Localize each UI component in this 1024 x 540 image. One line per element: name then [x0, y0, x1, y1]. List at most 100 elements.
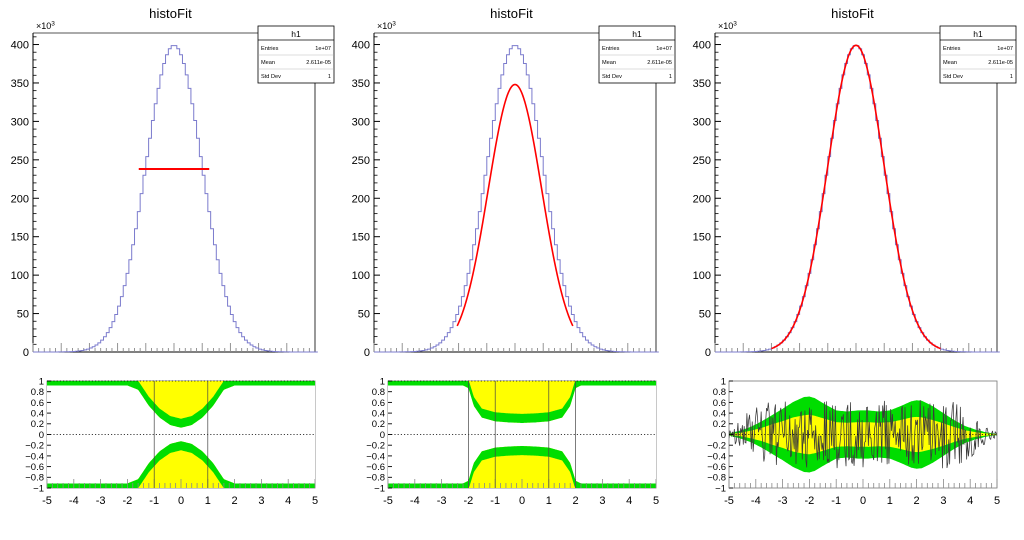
- histogram-curve: [33, 45, 318, 353]
- y-axis-exponent: ×103: [377, 21, 396, 32]
- histogram-curve: [374, 45, 659, 353]
- lower-y-ticklabel: −0.4: [25, 451, 44, 462]
- lower-x-ticklabel: -5: [42, 495, 52, 507]
- panel-right: histoFit ×103 0 50 100 150 200 250 300 350 400 h1 En…: [682, 0, 1023, 540]
- upper-y-ticklabel: 250: [352, 155, 370, 167]
- stats-row-label: Std Dev: [261, 74, 281, 80]
- lower-y-ticklabel: 1: [380, 376, 385, 387]
- lower-y-ticklabel: −1: [374, 483, 385, 494]
- upper-y-ticklabel: 200: [693, 193, 711, 205]
- lower-x-ticklabel: -3: [778, 495, 788, 507]
- lower-x-ticklabel: -1: [490, 495, 500, 507]
- upper-y-ticklabel: 0: [705, 347, 711, 359]
- lower-x-ticklabel: 0: [178, 495, 184, 507]
- upper-y-ticklabel: 100: [352, 270, 370, 282]
- lower-y-ticklabel: 0.6: [31, 398, 44, 409]
- upper-y-ticklabel: 200: [11, 193, 29, 205]
- lower-y-ticklabel: 0.4: [372, 409, 385, 420]
- stats-row-label: Entries: [943, 46, 961, 52]
- lower-y-ticklabel: 0.2: [31, 419, 44, 430]
- upper-y-ticklabel: 50: [699, 309, 711, 321]
- lower-y-ticklabel: 0: [380, 430, 385, 441]
- lower-y-ticklabel: −0.6: [366, 462, 385, 473]
- band-interior-white: [388, 385, 656, 484]
- lower-x-ticklabel: -5: [724, 495, 734, 507]
- lower-x-ticklabel: -1: [831, 495, 841, 507]
- stats-row-label: Entries: [602, 46, 620, 52]
- lower-x-ticklabel: 2: [573, 495, 579, 507]
- panel-title: histoFit: [490, 6, 533, 21]
- lower-x-ticklabel: 0: [860, 495, 866, 507]
- stats-box-frame: [257, 25, 335, 84]
- lower-y-ticklabel: −0.8: [366, 473, 385, 484]
- stats-row-value: 2.611e-05: [306, 60, 331, 66]
- lower-x-ticklabel: -4: [751, 495, 761, 507]
- y-axis-exponent: ×103: [718, 21, 737, 32]
- stats-row-value: 2.611e-05: [647, 60, 672, 66]
- lower-x-ticklabel: -4: [410, 495, 420, 507]
- lower-plot: −1−0.8−0.6−0.4−0.200.20.40.60.81-5 -4 -3 -2…: [25, 376, 318, 507]
- confidence-bands: [388, 381, 656, 488]
- lower-y-ticklabel: −0.6: [707, 462, 726, 473]
- lower-x-ticklabel: -3: [96, 495, 106, 507]
- upper-y-ticklabel: 350: [352, 78, 370, 90]
- lower-x-ticklabel: 0: [519, 495, 525, 507]
- lower-y-ticklabel: 0: [721, 430, 726, 441]
- stats-box: h1 Entries 1e+07 Mean 2.611e-05 Std Dev 1: [939, 25, 1017, 84]
- lower-x-ticklabel: 3: [258, 495, 264, 507]
- stats-row-label: Mean: [943, 60, 957, 66]
- lower-y-ticklabel: 0.8: [31, 387, 44, 398]
- lower-y-ticklabel: 0.2: [713, 419, 726, 430]
- lower-x-ticklabel: -3: [437, 495, 447, 507]
- upper-y-ticklabel: 0: [364, 347, 370, 359]
- pull-series: [729, 400, 997, 469]
- fit-curve: [456, 83, 574, 327]
- lower-x-ticklabel: 2: [914, 495, 920, 507]
- upper-plot: ×103 0 50 100 150 200 250 300 350 400 h1 Entries 1e+…: [352, 21, 676, 359]
- band-2sigma-upper: [388, 381, 656, 423]
- upper-y-ticklabel: 350: [693, 78, 711, 90]
- stats-row-label: Entries: [261, 46, 279, 52]
- lower-y-ticklabel: 0.6: [713, 398, 726, 409]
- upper-y-ticklabel: 0: [23, 347, 29, 359]
- upper-y-ticklabel: 150: [693, 232, 711, 244]
- lower-x-ticklabel: 3: [940, 495, 946, 507]
- lower-x-ticklabel: 1: [887, 495, 893, 507]
- histogram-curve: [715, 45, 1000, 353]
- lower-y-ticklabel: −0.8: [707, 473, 726, 484]
- lower-plot: −1−0.8−0.6−0.4−0.200.20.40.60.81-5 -4 -3 -2…: [707, 376, 1000, 507]
- stats-row-label: Mean: [602, 60, 616, 66]
- lower-y-ticklabel: −0.6: [25, 462, 44, 473]
- upper-y-ticklabel: 250: [693, 155, 711, 167]
- lower-y-ticklabel: 0.2: [372, 419, 385, 430]
- upper-y-ticklabel: 50: [358, 309, 370, 321]
- lower-x-ticklabel: 4: [626, 495, 632, 507]
- lower-x-ticklabel: 1: [546, 495, 552, 507]
- lower-y-ticklabel: −0.8: [25, 473, 44, 484]
- lower-y-ticklabel: −0.2: [25, 441, 44, 452]
- panel-title: histoFit: [831, 6, 874, 21]
- lower-y-ticklabel: 0: [39, 430, 44, 441]
- upper-y-ticklabel: 300: [352, 116, 370, 128]
- lower-y-ticklabel: 0.4: [713, 409, 726, 420]
- stats-box-title: h1: [632, 29, 642, 39]
- upper-plot: ×103 0 50 100 150 200 250 300 350 400 h1 Entries 1e+…: [11, 21, 335, 359]
- lower-x-ticklabel: 5: [312, 495, 318, 507]
- stats-row-value: 1e+07: [656, 46, 672, 52]
- upper-y-ticklabel: 150: [11, 232, 29, 244]
- lower-y-ticklabel: 1: [721, 376, 726, 387]
- lower-y-ticklabel: −1: [33, 483, 44, 494]
- upper-y-ticklabel: 400: [352, 40, 370, 52]
- lower-x-ticklabel: -2: [464, 495, 474, 507]
- lower-x-ticklabel: -2: [805, 495, 815, 507]
- upper-y-ticklabel: 100: [693, 270, 711, 282]
- upper-y-ticklabel: 350: [11, 78, 29, 90]
- stats-row-value: 1e+07: [997, 46, 1013, 52]
- panel-left: histoFit ×103 0 50 100 150 200 250 300 350 400 h1 En…: [0, 0, 341, 540]
- panel-title: histoFit: [149, 6, 192, 21]
- stats-box-title: h1: [973, 29, 983, 39]
- confidence-bands: [729, 396, 997, 473]
- band-interior-white: [47, 385, 315, 484]
- lower-y-ticklabel: −0.2: [366, 441, 385, 452]
